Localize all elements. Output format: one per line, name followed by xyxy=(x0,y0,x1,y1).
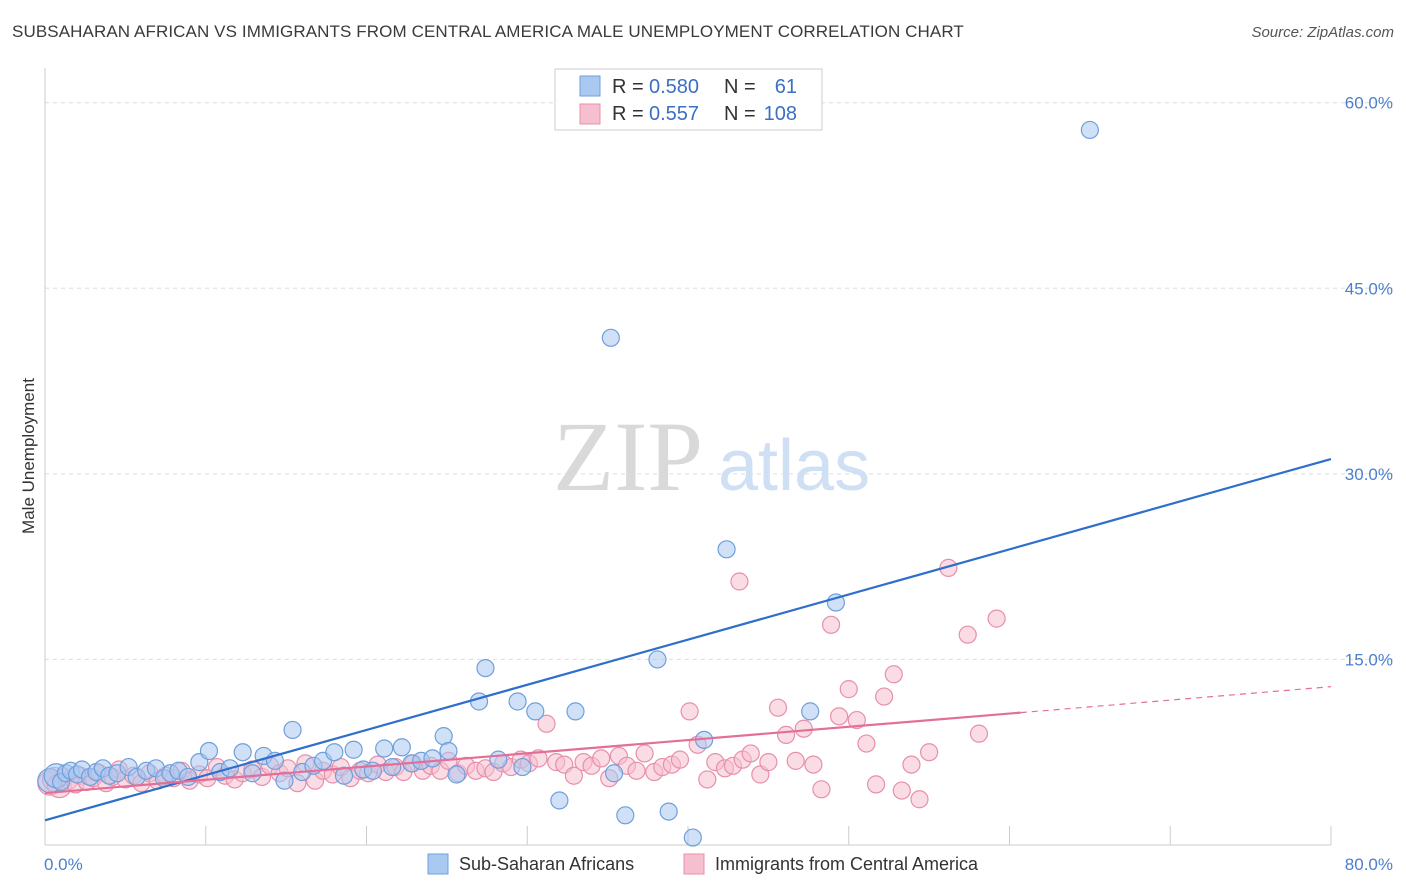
subsaharan-point-55 xyxy=(601,328,620,347)
central-america-point-107 xyxy=(969,724,989,743)
subsaharan-point-40 xyxy=(392,738,411,757)
trendline-central-america-extension xyxy=(1020,686,1332,714)
subsaharan-point-43 xyxy=(423,749,442,768)
watermark-zip: ZIP xyxy=(553,401,703,512)
legend-swatch-pink xyxy=(579,103,601,125)
central-america-point-79 xyxy=(698,770,717,789)
subsaharan-point-59 xyxy=(659,802,678,821)
bottom-legend-label-pink: Immigrants from Central America xyxy=(715,854,979,874)
central-america-point-61 xyxy=(537,714,556,733)
subsaharan-point-46 xyxy=(447,765,466,784)
legend-r-label-blue: R = xyxy=(612,76,644,98)
bottom-legend-label-blue: Sub-Saharan Africans xyxy=(459,854,634,874)
bottom-legend-swatch-blue xyxy=(427,853,449,875)
central-america-point-84 xyxy=(741,744,760,763)
subsaharan-point-53 xyxy=(550,791,569,810)
legend-swatch-blue xyxy=(579,75,601,97)
subsaharan-point-65 xyxy=(1080,120,1099,140)
subsaharan-point-19 xyxy=(178,767,198,787)
legend-r-value-pink: 0.557 xyxy=(649,103,699,125)
central-america-point-95 xyxy=(839,680,858,699)
subsaharan-point-54 xyxy=(566,702,585,721)
series-legend: Sub-Saharan Africans Immigrants from Cen… xyxy=(427,853,979,875)
subsaharan-point-29 xyxy=(283,720,302,740)
subsaharan-point-60 xyxy=(683,828,702,847)
subsaharan-point-33 xyxy=(325,743,344,762)
gridlines xyxy=(45,102,1393,660)
subsaharan-point-51 xyxy=(513,757,532,777)
central-america-point-109 xyxy=(730,572,749,591)
central-america-point-98 xyxy=(866,775,886,794)
legend-n-label-blue: N = xyxy=(724,76,756,98)
subsaharan-point-56 xyxy=(604,764,624,783)
subsaharan-point-49 xyxy=(489,750,508,769)
central-america-point-90 xyxy=(794,719,813,738)
y-tick-label-1: 30.0% xyxy=(1345,465,1393,484)
central-america-point-71 xyxy=(627,761,646,780)
subsaharan-point-58 xyxy=(648,650,667,669)
subsaharan-point-48 xyxy=(476,658,495,678)
central-america-point-106 xyxy=(958,625,977,644)
central-america-point-89 xyxy=(786,751,805,770)
x-tick-label-min: 0.0% xyxy=(44,855,83,874)
subsaharan-point-63 xyxy=(801,702,820,721)
central-america-point-94 xyxy=(830,707,849,726)
trendline-subsaharan xyxy=(44,457,1332,822)
central-america-point-86 xyxy=(759,753,778,772)
subsaharan-point-21 xyxy=(199,741,219,761)
subsaharan-point-25 xyxy=(243,764,262,783)
central-america-point-91 xyxy=(804,755,823,774)
central-america-point-87 xyxy=(768,698,788,717)
subsaharan-point-57 xyxy=(616,806,635,825)
chart-title: SUBSAHARAN AFRICAN VS IMMIGRANTS FROM CE… xyxy=(12,22,964,41)
central-america-point-97 xyxy=(857,734,876,753)
central-america-point-104 xyxy=(920,743,939,762)
subsaharan-point-24 xyxy=(233,743,252,762)
y-tick-label-2: 45.0% xyxy=(1345,279,1393,298)
central-america-point-76 xyxy=(670,750,690,769)
subsaharan-point-45 xyxy=(439,741,458,761)
subsaharan-point-38 xyxy=(375,739,394,758)
source-credit: Source: ZipAtlas.com xyxy=(1251,24,1394,41)
y-tick-label-0: 15.0% xyxy=(1345,650,1393,669)
legend-r-label-pink: R = xyxy=(612,103,644,125)
subsaharan-point-34 xyxy=(334,766,354,785)
legend-n-value-blue: 61 xyxy=(775,76,797,98)
central-america-point-103 xyxy=(910,790,929,809)
central-america-point-72 xyxy=(635,744,654,763)
subsaharan-point-39 xyxy=(383,757,402,777)
central-america-point-100 xyxy=(884,665,903,684)
legend-n-label-pink: N = xyxy=(724,103,756,125)
subsaharan-point-50 xyxy=(508,692,527,711)
central-america-point-88 xyxy=(776,725,796,744)
central-america-point-93 xyxy=(821,615,841,634)
central-america-point-67 xyxy=(592,749,611,768)
central-america-point-102 xyxy=(902,755,921,774)
watermark: ZIP atlas xyxy=(553,401,870,512)
central-america-point-64 xyxy=(564,766,583,785)
y-tick-label-3: 60.0% xyxy=(1345,94,1393,113)
central-america-point-108 xyxy=(987,609,1006,628)
subsaharan-point-52 xyxy=(526,702,545,721)
x-tick-label-max: 80.0% xyxy=(1345,855,1393,874)
bottom-legend-swatch-pink xyxy=(683,853,705,875)
subsaharan-point-35 xyxy=(344,740,363,759)
trendline-central-america xyxy=(44,711,1021,795)
tick-labels: 15.0% 30.0% 45.0% 60.0% 0.0% 80.0% xyxy=(44,94,1393,874)
watermark-atlas: atlas xyxy=(718,426,870,506)
subsaharan-point-28 xyxy=(275,771,294,790)
central-america-point-101 xyxy=(892,781,911,800)
central-america-point-92 xyxy=(812,780,831,799)
y-axis-title: Male Unemployment xyxy=(19,378,38,534)
central-america-point-99 xyxy=(875,687,894,706)
central-america-point-96 xyxy=(847,710,866,730)
central-america-point-60 xyxy=(529,749,548,768)
central-america-point-77 xyxy=(680,702,699,721)
trendlines xyxy=(44,457,1332,822)
correlation-legend: R = 0.580 N = 61 R = 0.557 N = 108 xyxy=(554,68,823,131)
subsaharan-point-62 xyxy=(717,540,736,559)
legend-n-value-pink: 108 xyxy=(764,103,797,125)
legend-r-value-blue: 0.580 xyxy=(649,76,699,98)
